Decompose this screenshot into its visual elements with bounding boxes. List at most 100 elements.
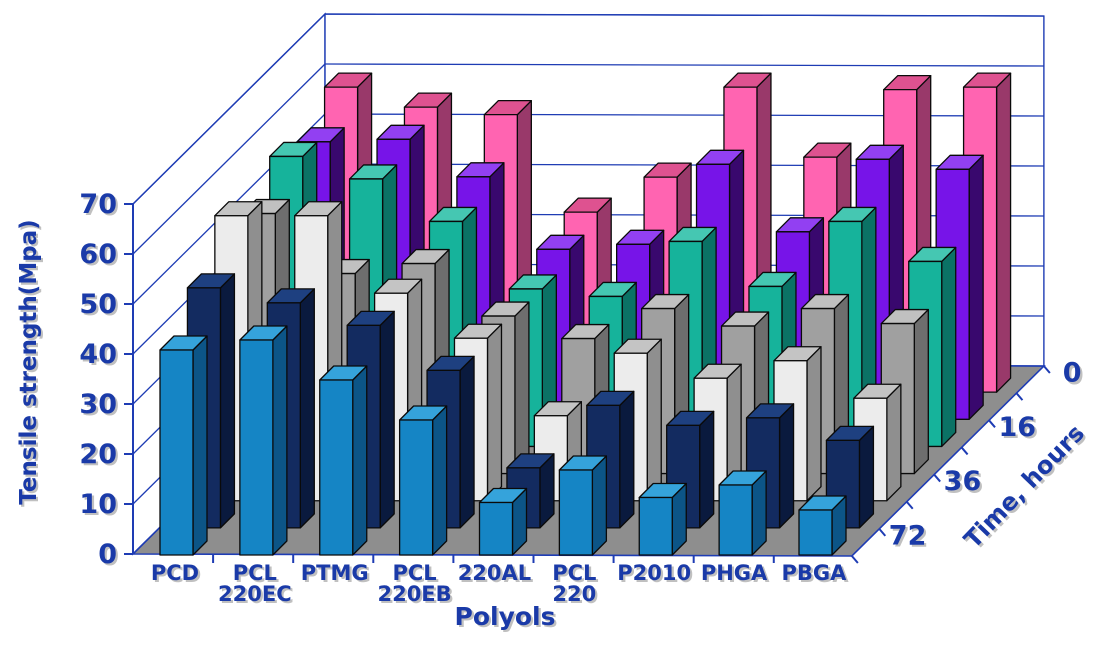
category-label: 220: [552, 582, 596, 606]
y-tick-label-shadow: 0: [100, 541, 119, 572]
y-tick-label: 60: [79, 239, 117, 270]
z-axis-tick: [933, 473, 941, 483]
category-label: PTMG: [301, 561, 369, 585]
bar-front-face: [558, 469, 594, 556]
bar-front-face: [398, 419, 434, 556]
bar-220AL-row1-t72: [478, 487, 528, 556]
z-axis-tick: [988, 419, 996, 428]
bar-front-face: [478, 501, 514, 556]
category-label: P2010: [617, 561, 691, 585]
category-label-shadow: PCD: [153, 563, 201, 587]
bar-side-face: [806, 346, 822, 502]
z-axis-tick: [905, 501, 914, 510]
category-label: 220EC: [218, 582, 292, 606]
y-tick-label: 40: [79, 339, 117, 370]
category-label: 220EB: [377, 582, 451, 606]
bar-front-face: [718, 484, 753, 556]
bar-side-face: [192, 335, 208, 556]
y-tick-label: 20: [79, 439, 117, 470]
bar-side-face: [459, 355, 475, 529]
z-axis-tick: [1043, 365, 1051, 374]
category-label-shadow: 220EC: [220, 584, 294, 608]
bar-PCL220EC-row1-t72: [239, 325, 288, 556]
bar-front-face: [319, 379, 354, 556]
z-axis-tick: [1015, 392, 1024, 401]
bar-PHGA-row1-t72: [718, 470, 767, 556]
bar-PBGA-row1-t72: [798, 495, 847, 556]
category-label-shadow: 220EB: [380, 584, 454, 608]
category-label: PCL: [392, 561, 436, 585]
y-tick-label-shadow: 60: [82, 241, 120, 272]
y-tick-label: 10: [79, 489, 117, 520]
z-tick-label: 36: [944, 466, 982, 497]
bar-side-face: [941, 246, 957, 448]
bar-side-face: [858, 425, 875, 529]
bar-side-face: [646, 338, 662, 502]
y-tick-label: 0: [98, 539, 117, 570]
y-tick-label-shadow: 40: [82, 341, 120, 372]
category-label: PCL: [233, 561, 277, 585]
bar-side-face: [591, 455, 608, 556]
leftwall-gridline: [132, 13, 326, 205]
bar-PTMG-row1-t72: [319, 365, 368, 556]
bar-side-face: [778, 403, 795, 529]
bar-front-face: [239, 339, 274, 556]
bar-side-face: [968, 154, 984, 420]
bar-side-face: [379, 310, 395, 529]
bar-side-face: [886, 383, 902, 502]
bar-PCL220-row1-t72: [558, 455, 608, 556]
bar-PCL220EB-row1-t72: [398, 405, 448, 556]
bar-side-face: [299, 288, 315, 529]
category-label: PHGA: [701, 561, 768, 585]
bar-side-face: [995, 72, 1012, 393]
bar-side-face: [699, 410, 715, 529]
bar-side-face: [619, 390, 635, 529]
category-label-shadow: PCL: [235, 563, 279, 587]
y-tick-label-shadow: 50: [82, 291, 120, 322]
x-axis-title-shadow: Polyols: [457, 604, 558, 633]
category-label: PCL: [552, 561, 596, 585]
z-axis-tick: [878, 528, 887, 537]
leftwall-gridline: [132, 63, 326, 255]
z-tick-label-shadow: 16: [1001, 414, 1039, 445]
bar-side-face: [219, 273, 236, 529]
z-tick-label: 0: [1063, 358, 1082, 389]
y-tick-label: 70: [79, 189, 117, 220]
z-axis-tick: [960, 446, 969, 456]
bar-side-face: [272, 325, 288, 556]
bar-side-face: [431, 405, 448, 556]
y-axis-title-shadow: Tensile strength(Mpa): [18, 221, 44, 506]
category-label-shadow: 220AL: [460, 563, 533, 587]
y-tick-label-shadow: 10: [82, 491, 120, 522]
backwall-gridline: [325, 13, 1044, 17]
y-tick-label-shadow: 30: [82, 391, 120, 422]
bar-side-face: [913, 308, 929, 475]
bar-front-face: [159, 349, 194, 556]
y-tick-label-shadow: 20: [82, 441, 120, 472]
bar-PBGA-row2: [825, 425, 875, 529]
category-label: PCD: [151, 561, 199, 585]
z-tick-label-shadow: 0: [1065, 360, 1084, 391]
bar-front-face: [798, 509, 833, 556]
bar-P2010-row1-t72: [638, 482, 687, 556]
y-tick-label-shadow: 70: [82, 191, 120, 222]
bar-side-face: [352, 365, 368, 556]
bar-front-face: [638, 496, 673, 556]
bar-side-face: [486, 323, 503, 502]
z-tick-label: 16: [999, 412, 1037, 443]
backwall-gridline: [325, 63, 1044, 67]
y-axis-title: Tensile strength(Mpa): [16, 219, 42, 504]
z-tick-label-shadow: 36: [946, 468, 984, 499]
category-label-shadow: PTMG: [303, 563, 371, 587]
category-label: 220AL: [458, 561, 531, 585]
bar-PCD-row1-t72: [159, 335, 208, 556]
category-label-shadow: P2010: [619, 563, 693, 587]
z-tick-label-shadow: 72: [891, 523, 929, 554]
y-tick-label: 30: [79, 389, 117, 420]
category-label-shadow: PCL: [554, 563, 598, 587]
z-axis-tick: [851, 555, 859, 564]
category-label-shadow: PBGA: [784, 563, 850, 587]
